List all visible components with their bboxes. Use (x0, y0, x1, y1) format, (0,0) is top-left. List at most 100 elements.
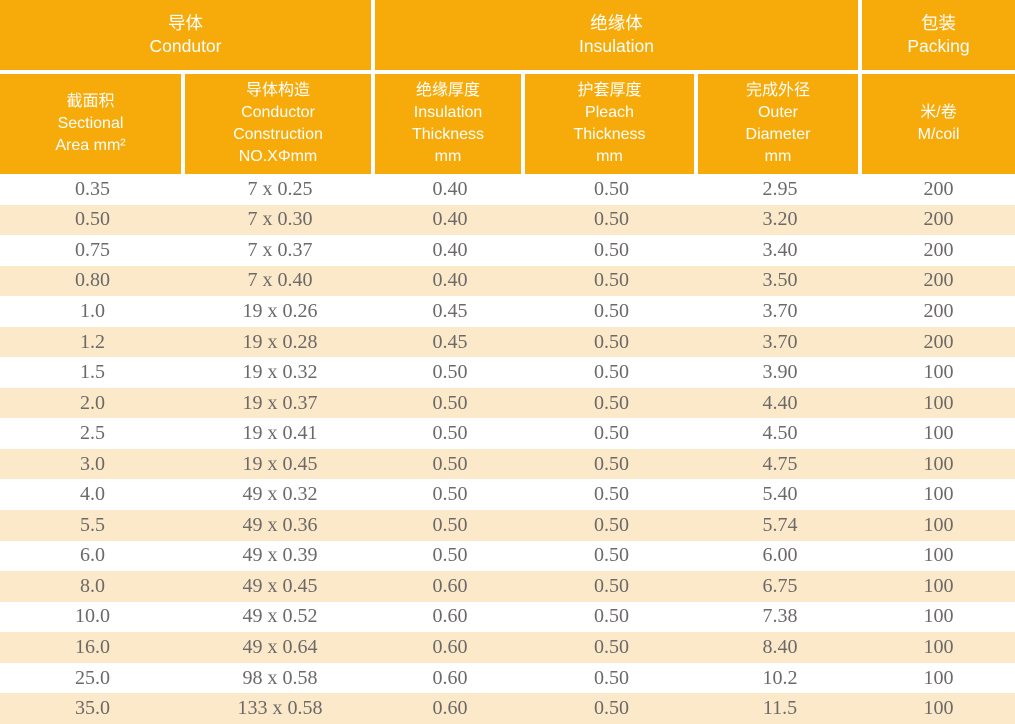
table-cell: 200 (923, 299, 954, 322)
table-cell: 19 x 0.26 (242, 299, 318, 322)
table-cell: 0.50 (432, 513, 468, 536)
table-cell: 8.0 (80, 574, 105, 597)
table-cell: 200 (923, 269, 954, 292)
table-cell: 98 x 0.58 (242, 666, 318, 689)
column-header-conductor-construction: 导体构造 Conductor Construction NO.XΦmm (185, 74, 375, 174)
table-cell: 133 x 0.58 (237, 697, 323, 720)
table-row: 5.5 49 x 0.36 0.50 0.50 5.74 100 (0, 510, 1015, 541)
column-header-pleach-thickness: 护套厚度 Pleach Thickness mm (525, 74, 698, 174)
table-cell: 2.95 (762, 177, 798, 200)
header-group-conductor: 导体 Condutor (0, 0, 375, 70)
table-cell: 19 x 0.45 (242, 452, 318, 475)
table-cell: 19 x 0.37 (242, 391, 318, 414)
table-cell: 49 x 0.45 (242, 574, 318, 597)
table-cell: 0.75 (75, 238, 110, 261)
table-cell: 100 (923, 605, 954, 628)
table-cell: 0.50 (594, 544, 629, 567)
table-cell: 0.50 (432, 544, 468, 567)
table-cell: 3.70 (762, 299, 798, 322)
header-group-row: 导体 Condutor 绝缘体 Insulation 包装 Packing (0, 0, 1015, 70)
table-cell: 49 x 0.39 (242, 544, 318, 567)
table-cell: 1.0 (80, 299, 105, 322)
table-cell: 100 (923, 422, 954, 445)
table-cell: 8.40 (762, 635, 798, 658)
table-cell: 0.40 (432, 238, 468, 261)
table-cell: 3.0 (80, 452, 105, 475)
table-cell: 0.50 (594, 635, 629, 658)
table-cell: 0.50 (594, 666, 629, 689)
table-cell: 4.40 (762, 391, 798, 414)
table-cell: 0.60 (432, 666, 468, 689)
table-cell: 200 (923, 330, 954, 353)
table-cell: 0.50 (432, 483, 468, 506)
table-row: 2.5 19 x 0.41 0.50 0.50 4.50 100 (0, 418, 1015, 449)
table-row: 0.80 7 x 0.40 0.40 0.50 3.50 200 (0, 265, 1015, 297)
table-cell: 4.50 (762, 422, 798, 445)
table-cell: 0.80 (75, 269, 110, 292)
table-cell: 3.90 (762, 361, 798, 384)
header-group-insulation: 绝缘体 Insulation (375, 0, 862, 70)
table-cell: 0.50 (432, 422, 468, 445)
table-cell: 200 (923, 238, 954, 261)
column-header-sectional-area: 截面积 Sectional Area mm² (0, 74, 185, 174)
table-cell: 0.50 (594, 483, 629, 506)
table-row: 10.0 49 x 0.52 0.60 0.50 7.38 100 (0, 602, 1015, 633)
table-cell: 4.0 (80, 483, 105, 506)
table-cell: 3.40 (762, 238, 798, 261)
table-row: 35.0 133 x 0.58 0.60 0.50 11.5 100 (0, 693, 1015, 724)
table-cell: 0.35 (75, 177, 110, 200)
table-cell: 0.45 (432, 330, 468, 353)
table-cell: 100 (923, 697, 954, 720)
table-cell: 16.0 (75, 635, 110, 658)
table-cell: 0.50 (432, 391, 468, 414)
table-cell: 1.2 (80, 330, 105, 353)
table-cell: 35.0 (75, 697, 110, 720)
table-cell: 0.40 (432, 208, 468, 231)
table-cell: 0.50 (594, 299, 629, 322)
table-row: 0.35 7 x 0.25 0.40 0.50 2.95 200 (0, 174, 1015, 205)
table-cell: 2.0 (80, 391, 105, 414)
table-cell: 0.40 (432, 177, 468, 200)
table-cell: 0.50 (432, 361, 468, 384)
table-cell: 49 x 0.64 (242, 635, 318, 658)
table-cell: 100 (923, 391, 954, 414)
table-cell: 7 x 0.30 (247, 208, 313, 231)
table-cell: 100 (923, 483, 954, 506)
table-cell: 0.60 (432, 635, 468, 658)
table-cell: 200 (923, 177, 954, 200)
table-cell: 0.60 (432, 574, 468, 597)
table-cell: 0.50 (594, 513, 629, 536)
table-row: 3.0 19 x 0.45 0.50 0.50 4.75 100 (0, 448, 1015, 480)
table-cell: 10.2 (762, 666, 798, 689)
table-cell: 6.75 (762, 574, 798, 597)
column-header-insulation-thickness: 绝缘厚度 Insulation Thickness mm (375, 74, 525, 174)
table-cell: 19 x 0.28 (242, 330, 318, 353)
table-header: 导体 Condutor 绝缘体 Insulation 包装 Packing 截面… (0, 0, 1015, 174)
table-row: 0.50 7 x 0.30 0.40 0.50 3.20 200 (0, 204, 1015, 236)
table-cell: 0.50 (432, 452, 468, 475)
table-cell: 25.0 (75, 666, 110, 689)
table-row: 16.0 49 x 0.64 0.60 0.50 8.40 100 (0, 632, 1015, 663)
column-header-m-per-coil: 米/卷 M/coil (862, 74, 1015, 174)
table-cell: 0.50 (594, 422, 629, 445)
table-cell: 0.50 (594, 208, 629, 231)
table-cell: 100 (923, 513, 954, 536)
table-row: 6.0 49 x 0.39 0.50 0.50 6.00 100 (0, 541, 1015, 572)
table-cell: 100 (923, 452, 954, 475)
table-row: 1.0 19 x 0.26 0.45 0.50 3.70 200 (0, 296, 1015, 327)
table-cell: 0.45 (432, 299, 468, 322)
table-cell: 7 x 0.40 (247, 269, 313, 292)
table-cell: 10.0 (75, 605, 110, 628)
table-cell: 2.5 (80, 422, 105, 445)
table-cell: 49 x 0.32 (242, 483, 318, 506)
table-cell: 5.5 (80, 513, 105, 536)
table-cell: 0.60 (432, 605, 468, 628)
table-cell: 0.50 (75, 208, 110, 231)
table-cell: 3.50 (762, 269, 798, 292)
column-header-outer-diameter: 完成外径 Outer Diameter mm (698, 74, 862, 174)
table-cell: 0.50 (594, 177, 629, 200)
header-sub-row: 截面积 Sectional Area mm² 导体构造 Conductor Co… (0, 74, 1015, 174)
table-cell: 0.50 (594, 574, 629, 597)
table-cell: 19 x 0.32 (242, 361, 318, 384)
